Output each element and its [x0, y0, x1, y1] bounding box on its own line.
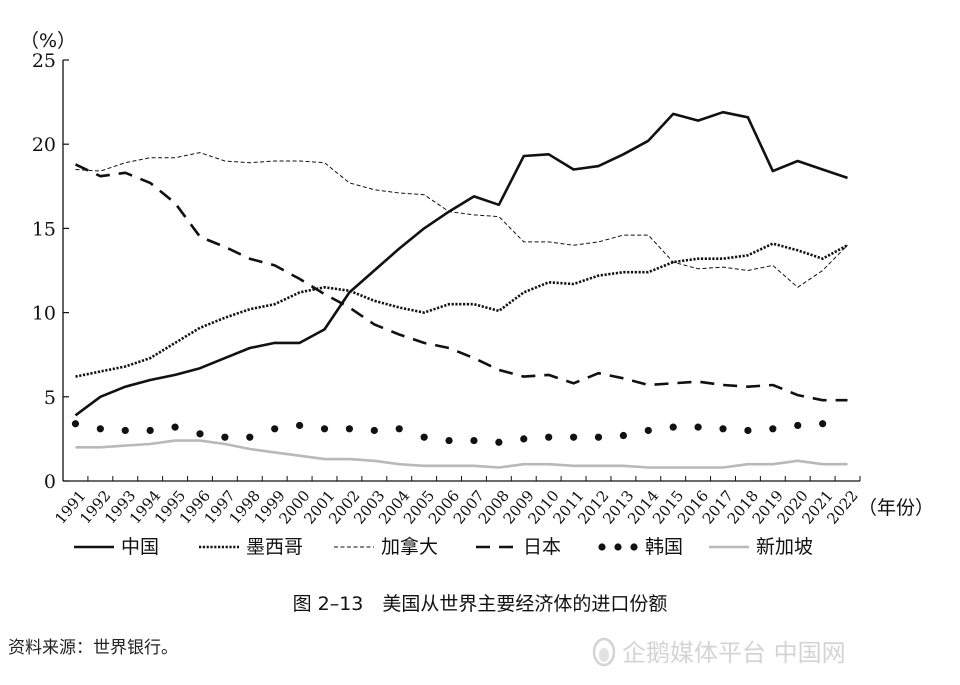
legend-swatch	[614, 543, 622, 551]
data-point	[719, 425, 727, 433]
x-ticks: 1991199219931994199519961997199819992000…	[51, 476, 862, 528]
legend: 中国 墨西哥 加拿大 日本 韩国 新加坡	[74, 535, 813, 558]
data-point	[395, 425, 403, 433]
legend-item: 墨西哥	[199, 536, 303, 558]
data-point	[669, 423, 677, 431]
y-tick-label: 5	[44, 387, 56, 409]
data-point	[345, 425, 354, 433]
y-tick-label: 25	[32, 50, 56, 72]
legend-label: 韩国	[645, 536, 683, 558]
legend-item: 日本	[476, 536, 561, 558]
y-tick-label: 20	[32, 134, 56, 156]
data-point	[470, 436, 478, 445]
watermark-text: 企鹅媒体平台 中国网	[622, 639, 846, 667]
data-point	[694, 423, 702, 431]
series-6	[75, 439, 848, 469]
series-line	[75, 242, 849, 378]
series-3	[75, 152, 848, 288]
data-point	[171, 423, 179, 431]
data-point	[569, 433, 578, 441]
data-point	[769, 425, 777, 433]
data-point	[545, 433, 553, 441]
y-ticks: 0 5 10 15 20 25	[32, 50, 69, 493]
legend-item: 中国	[74, 536, 159, 558]
data-point	[794, 421, 802, 430]
data-point	[495, 438, 503, 446]
data-point	[594, 433, 603, 441]
data-point	[520, 435, 528, 443]
legend-swatch	[598, 543, 606, 551]
y-tick-label: 10	[32, 303, 56, 325]
data-point	[146, 426, 154, 435]
data-point	[296, 421, 304, 430]
series-4	[74, 163, 848, 402]
legend-swatch	[630, 543, 638, 551]
figure-caption: 图 2–13 美国从世界主要经济体的进口份额	[293, 593, 668, 615]
data-point	[420, 433, 428, 441]
series-line	[75, 439, 848, 469]
data-point	[196, 430, 204, 438]
legend-item: 新加坡	[709, 536, 813, 558]
data-point	[71, 420, 80, 428]
legend-label: 中国	[121, 536, 159, 558]
data-point	[445, 436, 453, 445]
data-point	[96, 425, 104, 433]
legend-item: 加拿大	[334, 535, 438, 558]
y-axis-unit-label: （%）	[20, 30, 76, 52]
series-line	[75, 152, 848, 288]
legend-label: 加拿大	[381, 535, 438, 558]
data-point	[619, 431, 627, 440]
y-tick-label: 0	[44, 471, 56, 493]
data-point	[819, 420, 827, 428]
series-group	[71, 110, 849, 469]
data-point	[246, 433, 254, 441]
data-point	[744, 426, 752, 435]
legend-item: 韩国	[598, 536, 683, 558]
legend-label: 墨西哥	[246, 536, 303, 558]
y-tick-label: 15	[32, 218, 56, 240]
x-axis-unit-label: （年份）	[858, 497, 934, 519]
series-1	[74, 110, 848, 417]
data-point	[271, 425, 279, 433]
source-note: 资料来源：世界银行。	[8, 638, 178, 658]
data-point	[370, 426, 378, 435]
series-2	[75, 242, 849, 378]
legend-label: 新加坡	[756, 536, 813, 558]
data-point	[644, 426, 652, 435]
legend-label: 日本	[523, 536, 561, 558]
series-line	[74, 163, 848, 402]
series-5	[71, 420, 827, 446]
data-point	[221, 433, 229, 441]
series-line	[74, 110, 848, 417]
penguin-logo-icon	[592, 637, 616, 667]
data-point	[121, 426, 129, 435]
data-point	[320, 425, 329, 433]
watermark: 企鹅媒体平台 中国网	[592, 637, 846, 667]
